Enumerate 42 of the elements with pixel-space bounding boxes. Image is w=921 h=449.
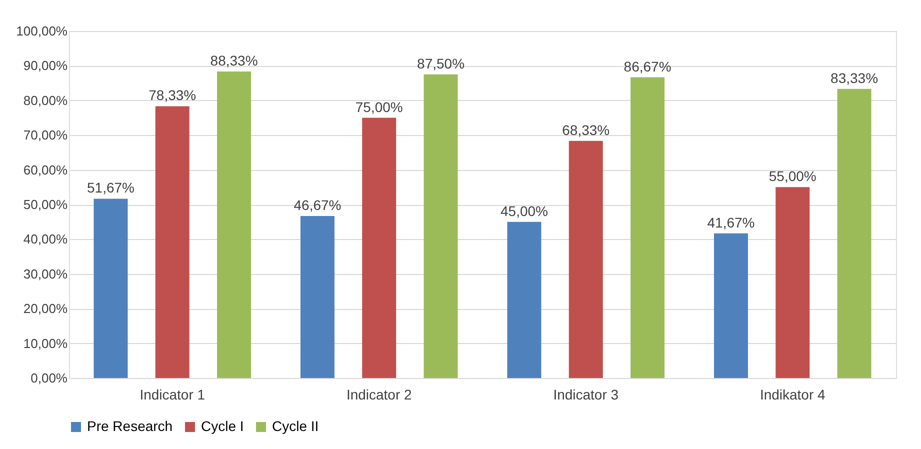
y-tick-label: 70,00% (23, 128, 68, 143)
y-tick-label: 10,00% (23, 336, 68, 351)
data-label: 87,50% (417, 55, 465, 72)
data-label: 78,33% (148, 87, 196, 104)
x-tick-label: Indicator 1 (140, 386, 206, 402)
data-label: 83,33% (830, 70, 878, 86)
data-label: 55,00% (768, 168, 816, 184)
legend-label: Cycle II (272, 418, 319, 434)
bar (424, 74, 458, 378)
x-tick-label: Indicator 3 (553, 386, 619, 402)
data-label: 86,67% (624, 58, 672, 74)
y-tick-label: 80,00% (23, 92, 68, 108)
y-tick-label: 40,00% (23, 232, 68, 247)
y-tick-label: 90,00% (23, 58, 68, 74)
y-tick-label: 30,00% (23, 266, 68, 282)
bar (155, 106, 190, 378)
y-tick-label: 60,00% (23, 162, 68, 178)
data-label: 45,00% (500, 202, 548, 219)
bar (568, 140, 603, 378)
bar (94, 198, 128, 378)
x-tick-label: Indikator 4 (760, 386, 826, 402)
x-tick-label: Indicator 2 (346, 386, 412, 402)
y-tick-label: 0,00% (30, 370, 68, 386)
y-tick-label: 100,00% (16, 24, 68, 38)
data-label: 51,67% (86, 180, 134, 196)
data-label: 41,67% (707, 214, 755, 230)
bar (507, 222, 542, 378)
bar (776, 187, 810, 378)
bar (630, 77, 665, 378)
data-label: 68,33% (562, 122, 610, 138)
data-label: 88,33% (210, 52, 258, 68)
y-tick-label: 50,00% (23, 197, 68, 212)
data-label: 75,00% (355, 98, 403, 115)
y-tick-label: 20,00% (23, 301, 68, 316)
bar (362, 118, 396, 378)
bar (714, 233, 748, 378)
legend-label: Pre Research (87, 418, 173, 434)
bar (837, 88, 872, 378)
legend-label: Cycle I (201, 418, 244, 434)
bar (300, 216, 334, 378)
bar (217, 71, 252, 378)
data-label: 46,67% (294, 197, 342, 214)
